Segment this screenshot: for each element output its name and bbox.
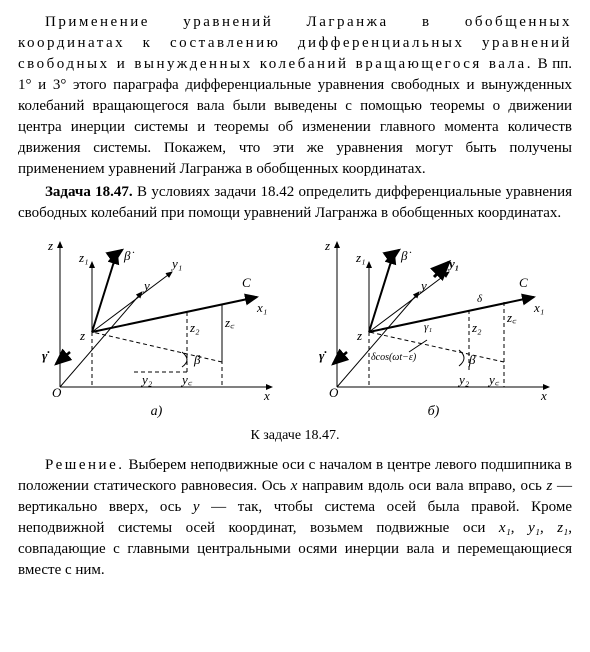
svg-text:x: x bbox=[263, 388, 270, 402]
svg-text:O: O bbox=[52, 385, 62, 400]
svg-text:γ₁: γ₁ bbox=[424, 321, 432, 333]
svg-text:β̇: β̇ bbox=[123, 248, 134, 263]
svg-text:y꜀: y꜀ bbox=[487, 372, 500, 387]
svg-text:O: O bbox=[329, 385, 339, 400]
para1-body: В пп. 1° и 3° этого параграфа дифференци… bbox=[18, 56, 572, 177]
svg-text:x₁: x₁ bbox=[256, 300, 267, 315]
fig-a-label: а) bbox=[32, 402, 282, 422]
figure-a: O x z y z C x₁ y₁ z₁ z꜀ z₂ y₂ y꜀ β β̇ γ̇… bbox=[32, 232, 282, 422]
solution-lead: Решение. bbox=[45, 457, 124, 473]
svg-text:δ: δ bbox=[477, 293, 483, 305]
svg-text:C: C bbox=[519, 275, 528, 290]
paragraph-solution: Решение. Выберем неподвижные оси с начал… bbox=[18, 455, 572, 581]
figure-b: O x z y z C x₁ y₁ z₁ z꜀ z₂ y₂ y꜀ γ₁ δ δc… bbox=[309, 232, 559, 422]
svg-text:β̇: β̇ bbox=[400, 248, 411, 263]
svg-text:β: β bbox=[468, 352, 476, 367]
paragraph-intro: Применение уравнений Лагранжа в обобщенн… bbox=[18, 12, 572, 180]
svg-text:z: z bbox=[79, 328, 85, 343]
paragraph-task: Задача 18.47. В условиях задачи 18.42 оп… bbox=[18, 182, 572, 224]
svg-text:γ̇: γ̇ bbox=[42, 348, 50, 363]
svg-text:y₂: y₂ bbox=[457, 372, 470, 387]
svg-text:y: y bbox=[419, 278, 427, 293]
svg-text:z꜀: z꜀ bbox=[506, 310, 517, 325]
fig-b-label: б) bbox=[309, 402, 559, 422]
svg-text:z₁: z₁ bbox=[355, 250, 366, 265]
svg-text:x: x bbox=[540, 388, 547, 402]
svg-text:z: z bbox=[47, 238, 53, 253]
svg-text:x₁: x₁ bbox=[533, 300, 544, 315]
figure-caption: К задаче 18.47. bbox=[18, 426, 572, 446]
svg-text:γ̇: γ̇ bbox=[319, 348, 327, 363]
lead-in-spaced: Применение уравнений Лагранжа в обобщенн… bbox=[18, 14, 572, 72]
svg-text:z₂: z₂ bbox=[471, 320, 482, 335]
svg-text:C: C bbox=[242, 275, 251, 290]
svg-text:z: z bbox=[324, 238, 330, 253]
svg-text:y: y bbox=[142, 278, 150, 293]
svg-text:z₁: z₁ bbox=[78, 250, 89, 265]
svg-text:δcos(ωt−ε): δcos(ωt−ε) bbox=[371, 352, 417, 363]
svg-text:z: z bbox=[356, 328, 362, 343]
svg-text:z₂: z₂ bbox=[189, 320, 200, 335]
svg-text:y₁: y₁ bbox=[170, 256, 182, 271]
svg-text:y₂: y₂ bbox=[140, 372, 153, 387]
svg-text:z꜀: z꜀ bbox=[224, 315, 235, 330]
svg-text:y꜀: y꜀ bbox=[180, 372, 193, 387]
task-label: Задача 18.47. bbox=[45, 184, 133, 200]
figure-row: O x z y z C x₁ y₁ z₁ z꜀ z₂ y₂ y꜀ β β̇ γ̇… bbox=[18, 232, 572, 422]
svg-text:β: β bbox=[193, 352, 201, 367]
